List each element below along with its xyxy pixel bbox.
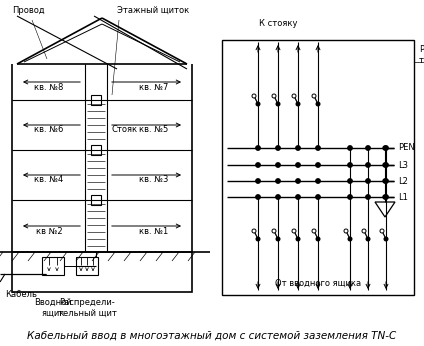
Circle shape bbox=[384, 179, 388, 183]
Text: кв. №7: кв. №7 bbox=[139, 82, 169, 91]
Circle shape bbox=[348, 237, 352, 241]
Text: От вводного ящика: От вводного ящика bbox=[275, 279, 361, 288]
Text: L2: L2 bbox=[398, 176, 408, 185]
Circle shape bbox=[362, 229, 366, 233]
Bar bbox=[12, 252, 192, 292]
Circle shape bbox=[383, 179, 387, 183]
Circle shape bbox=[272, 229, 276, 233]
Circle shape bbox=[348, 163, 352, 167]
Text: Стояк: Стояк bbox=[112, 126, 138, 135]
Text: Вводной
ящик: Вводной ящик bbox=[34, 298, 72, 317]
Circle shape bbox=[366, 179, 370, 183]
Text: кв. №6: кв. №6 bbox=[34, 126, 64, 135]
Circle shape bbox=[252, 229, 256, 233]
Circle shape bbox=[256, 195, 260, 199]
Text: кв. №1: кв. №1 bbox=[139, 227, 169, 236]
Text: L3: L3 bbox=[398, 161, 408, 170]
Circle shape bbox=[312, 94, 316, 98]
Circle shape bbox=[344, 229, 348, 233]
Text: Кабельный ввод в многоэтажный дом с системой заземления TN-C: Кабельный ввод в многоэтажный дом с сист… bbox=[28, 331, 396, 341]
Circle shape bbox=[384, 146, 388, 150]
Circle shape bbox=[348, 146, 352, 150]
Circle shape bbox=[276, 195, 280, 199]
Circle shape bbox=[316, 237, 320, 241]
Circle shape bbox=[256, 146, 260, 150]
Circle shape bbox=[296, 163, 300, 167]
Circle shape bbox=[272, 94, 276, 98]
Circle shape bbox=[348, 179, 352, 183]
Text: Этажный щиток: Этажный щиток bbox=[117, 6, 189, 15]
Circle shape bbox=[296, 146, 300, 150]
Circle shape bbox=[296, 102, 300, 106]
Circle shape bbox=[296, 237, 300, 241]
Circle shape bbox=[252, 94, 256, 98]
Bar bbox=[222, 40, 414, 295]
Circle shape bbox=[383, 163, 387, 167]
Circle shape bbox=[292, 94, 296, 98]
Circle shape bbox=[256, 163, 260, 167]
Text: PEN: PEN bbox=[398, 144, 415, 153]
Text: кв. №3: кв. №3 bbox=[139, 175, 169, 184]
Bar bbox=[91, 195, 101, 205]
Circle shape bbox=[348, 195, 352, 199]
Circle shape bbox=[276, 237, 280, 241]
Text: L1: L1 bbox=[398, 192, 408, 201]
Bar bbox=[91, 145, 101, 155]
Circle shape bbox=[383, 195, 387, 199]
Bar bbox=[76, 257, 98, 275]
Circle shape bbox=[383, 146, 387, 150]
Circle shape bbox=[276, 102, 280, 106]
Circle shape bbox=[316, 146, 320, 150]
Text: Распредели-
тельный щит: Распредели- тельный щит bbox=[58, 298, 117, 317]
Text: Кабель: Кабель bbox=[5, 290, 37, 299]
Circle shape bbox=[256, 179, 260, 183]
Circle shape bbox=[366, 195, 370, 199]
Text: Распредели-
тельный щиток: Распредели- тельный щиток bbox=[419, 45, 424, 64]
Circle shape bbox=[296, 179, 300, 183]
Bar bbox=[42, 257, 64, 275]
Text: Провод: Провод bbox=[12, 6, 45, 15]
Text: кв. №4: кв. №4 bbox=[34, 175, 64, 184]
Circle shape bbox=[296, 195, 300, 199]
Text: кв. №5: кв. №5 bbox=[139, 126, 169, 135]
Circle shape bbox=[380, 229, 384, 233]
Circle shape bbox=[316, 179, 320, 183]
Circle shape bbox=[256, 237, 260, 241]
Circle shape bbox=[316, 195, 320, 199]
Circle shape bbox=[276, 179, 280, 183]
Circle shape bbox=[312, 229, 316, 233]
Circle shape bbox=[316, 163, 320, 167]
Circle shape bbox=[366, 163, 370, 167]
Circle shape bbox=[384, 237, 388, 241]
Circle shape bbox=[276, 163, 280, 167]
Circle shape bbox=[276, 146, 280, 150]
Bar bbox=[91, 95, 101, 105]
Circle shape bbox=[292, 229, 296, 233]
Circle shape bbox=[384, 163, 388, 167]
Text: кв. №8: кв. №8 bbox=[34, 82, 64, 91]
Text: К стояку: К стояку bbox=[259, 19, 297, 28]
Circle shape bbox=[366, 146, 370, 150]
Circle shape bbox=[316, 102, 320, 106]
Circle shape bbox=[366, 237, 370, 241]
Text: кв №2: кв №2 bbox=[36, 227, 62, 236]
Circle shape bbox=[384, 195, 388, 199]
Circle shape bbox=[256, 102, 260, 106]
